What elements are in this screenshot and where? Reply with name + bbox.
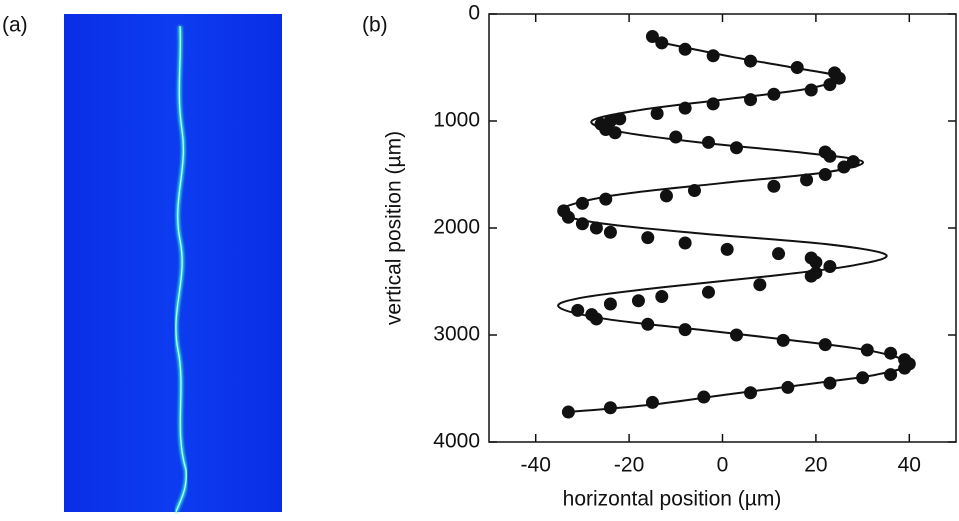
- data-point: [837, 160, 851, 174]
- data-point: [730, 141, 744, 155]
- data-point: [603, 225, 617, 239]
- panel-label: (a): [2, 14, 28, 37]
- x-axis-title: horizontal position (µm): [563, 488, 782, 511]
- y-tick-label: 1000: [433, 109, 480, 132]
- data-point: [772, 247, 786, 261]
- data-point: [701, 285, 715, 299]
- data-point: [767, 179, 781, 193]
- data-point: [655, 289, 669, 303]
- data-point: [650, 107, 664, 121]
- data-point: [804, 83, 818, 97]
- x-tick-label: 40: [898, 454, 921, 477]
- data-point: [669, 130, 683, 144]
- data-point: [730, 328, 744, 342]
- data-point: [809, 255, 823, 269]
- data-point: [701, 135, 715, 149]
- microscope-image: [64, 14, 282, 512]
- data-point: [678, 236, 692, 250]
- data-point: [645, 29, 659, 43]
- data-point: [818, 168, 832, 181]
- data-point: [589, 221, 603, 235]
- data-point: [645, 395, 659, 409]
- data-point: [823, 260, 837, 274]
- data-point: [641, 231, 655, 245]
- y-tick-label: 3000: [433, 323, 480, 346]
- y-axis-title: vertical position (µm): [383, 131, 406, 325]
- data-point: [753, 278, 767, 292]
- data-point: [603, 114, 617, 128]
- y-tick-label: 2000: [433, 216, 480, 239]
- x-tick-label: 20: [804, 454, 827, 477]
- data-point: [603, 297, 617, 311]
- data-point: [800, 173, 814, 187]
- data-point: [678, 323, 692, 337]
- data-point: [589, 312, 603, 326]
- data-point: [720, 242, 734, 256]
- x-tick-label: -40: [521, 454, 551, 477]
- data-point: [804, 269, 818, 283]
- x-tick-label: 0: [717, 454, 729, 477]
- data-point: [659, 189, 673, 203]
- fit-curve: [557, 39, 911, 414]
- data-point: [823, 376, 837, 390]
- fiber-core: [175, 25, 187, 513]
- data-point: [608, 126, 622, 140]
- y-tick-label: 4000: [433, 430, 480, 453]
- data-point: [631, 294, 645, 308]
- data-point: [706, 49, 720, 63]
- data-point: [599, 192, 613, 206]
- data-point: [744, 386, 758, 400]
- x-tick-label: -20: [614, 454, 644, 477]
- y-tick-label: 0: [468, 2, 480, 25]
- panel-label: (b): [362, 14, 388, 37]
- data-point: [776, 333, 790, 347]
